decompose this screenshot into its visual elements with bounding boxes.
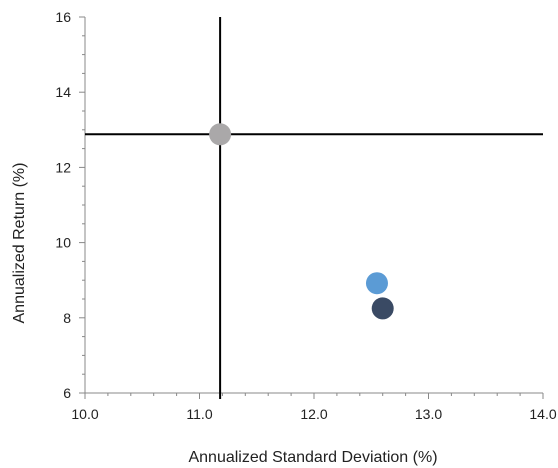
x-tick-label: 12.0 — [300, 406, 327, 422]
x-tick-label: 10.0 — [71, 406, 98, 422]
scatter-point — [365, 272, 388, 295]
plot-area — [84, 17, 543, 394]
scatter-point — [209, 123, 232, 146]
y-tick-label: 8 — [63, 310, 71, 326]
axis-ticks — [79, 16, 544, 399]
scatter-point — [371, 297, 394, 320]
y-tick-label: 16 — [55, 9, 71, 25]
y-tick-label: 12 — [55, 159, 71, 175]
y-tick-label: 6 — [63, 385, 71, 401]
x-tick-label: 11.0 — [186, 406, 212, 422]
tick-labels: 10.0 11.0 12.0 13.0 14.0 6 8 10 12 14 16 — [55, 9, 556, 422]
x-tick-label: 14.0 — [529, 406, 556, 422]
crosshair-lines — [85, 17, 543, 399]
y-axis-title: Annualized Return (%) — [11, 163, 28, 324]
x-tick-label: 13.0 — [415, 406, 442, 422]
data-points — [209, 123, 394, 320]
x-axis-title: Annualized Standard Deviation (%) — [188, 449, 437, 466]
y-tick-label: 14 — [55, 84, 71, 100]
y-tick-label: 10 — [55, 235, 71, 251]
